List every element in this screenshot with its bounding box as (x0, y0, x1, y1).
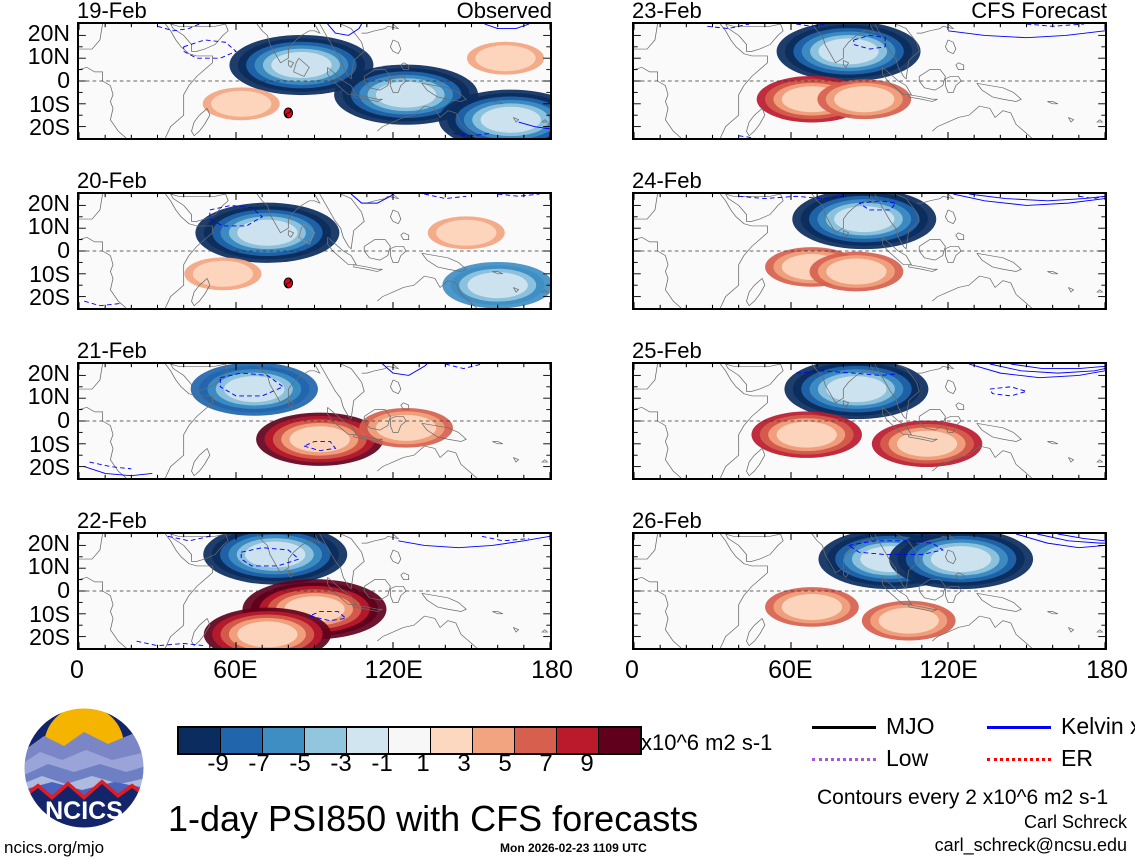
colorbar-tick-label: -1 (371, 750, 393, 777)
legend-line-swatch (987, 758, 1051, 761)
map-area (632, 532, 1107, 650)
y-tick-label: 20S (29, 624, 70, 651)
contour-interval-note: Contours every 2 x10^6 m2 s-1 (817, 786, 1109, 809)
y-tick-label: 10S (29, 260, 70, 287)
author-name: Carl Schreck (1023, 812, 1127, 832)
contour-legend: MJO Kelvin x2 Low ER (812, 713, 1135, 774)
x-tick-label: 0 (70, 656, 84, 684)
map-area (632, 362, 1107, 480)
y-tick-label: 20S (29, 454, 70, 481)
colorbar-tick-label: 7 (539, 750, 553, 777)
y-tick-label: 20N (27, 19, 70, 46)
legend-label: Kelvin x2 (1061, 713, 1135, 739)
map-area (77, 532, 552, 650)
y-tick-label: 20S (29, 114, 70, 141)
legend-label: Low (886, 745, 929, 771)
x-tick-label: 60E (768, 656, 813, 684)
panel-date-label: 21-Feb (77, 338, 147, 363)
y-tick-label: 20N (27, 189, 70, 216)
map-area (77, 362, 552, 480)
y-tick-label: 10N (27, 43, 70, 70)
colorbar-swatch (430, 728, 472, 753)
y-tick-label: 20N (27, 529, 70, 556)
map-panel-19-feb: 19-Feb Observed (77, 0, 552, 140)
map-panel-24-feb: 24-Feb (632, 170, 1107, 310)
y-tick-label: 10S (29, 430, 70, 457)
ncics-logo: NCICS (22, 706, 146, 830)
panel-date-label: 22-Feb (77, 508, 147, 533)
map-area (77, 22, 552, 140)
y-tick-label: 20S (29, 284, 70, 311)
map-panel-22-feb: 22-Feb (77, 510, 552, 650)
ncics-logo-graphic: NCICS (23, 707, 145, 829)
panel-date-label: 26-Feb (632, 508, 702, 533)
y-tick-label: 10N (27, 383, 70, 410)
x-tick-label: 60E (213, 656, 258, 684)
colorbar-swatch (514, 728, 556, 753)
map-panel-23-feb: 23-Feb CFS Forecast (632, 0, 1107, 140)
colorbar-tick-label: 3 (457, 750, 471, 777)
colorbar-swatch (472, 728, 514, 753)
x-tick-label: 180 (531, 656, 573, 684)
column-header-cfs-forecast: CFS Forecast (971, 0, 1107, 23)
map-area (632, 192, 1107, 310)
colorbar-tick-label: -3 (330, 750, 352, 777)
colorbar-swatch (556, 728, 598, 753)
colorbar-tick-label: -5 (289, 750, 311, 777)
colorbar (177, 726, 642, 755)
x-tick-label: 180 (1086, 656, 1128, 684)
generation-timestamp: Mon 2026-02-23 1109 UTC (500, 841, 647, 855)
map-area (77, 192, 552, 310)
figure-title: 1-day PSI850 with CFS forecasts (168, 798, 699, 839)
panel-date-label: 23-Feb (632, 0, 702, 23)
colorbar-units-label: x10^6 m2 s-1 (641, 730, 773, 755)
y-tick-label: 0 (57, 407, 70, 433)
y-tick-label: 0 (57, 577, 70, 603)
site-url: ncics.org/mjo (4, 838, 105, 857)
y-tick-label: 10N (27, 213, 70, 240)
y-tick-label: 10S (29, 600, 70, 627)
legend-line-swatch (812, 726, 876, 729)
map-panel-25-feb: 25-Feb (632, 340, 1107, 480)
author-email: carl_schreck@ncsu.edu (934, 835, 1127, 855)
colorbar-tick-label: 1 (416, 750, 430, 777)
colorbar-tick-labels: -9 -7 -5 -3 -1 1 3 5 7 9 (177, 752, 628, 780)
colorbar-tick-label: -7 (248, 750, 270, 777)
panel-date-label: 19-Feb (77, 0, 147, 23)
colorbar-swatch (179, 728, 220, 753)
y-tick-label: 0 (57, 237, 70, 263)
legend-line-swatch (812, 758, 876, 761)
x-tick-label: 0 (625, 656, 639, 684)
panel-date-label: 24-Feb (632, 168, 702, 193)
colorbar-swatch (220, 728, 262, 753)
legend-line-swatch (987, 726, 1051, 729)
colorbar-tick-label: -9 (207, 750, 229, 777)
map-panel-26-feb: 26-Feb (632, 510, 1107, 650)
legend-label: MJO (886, 713, 935, 739)
map-panel-20-feb: 20-Feb (77, 170, 552, 310)
colorbar-swatch (598, 728, 640, 753)
panel-date-label: 20-Feb (77, 168, 147, 193)
y-tick-label: 10S (29, 90, 70, 117)
logo-label: NCICS (45, 797, 123, 825)
map-area (632, 22, 1107, 140)
y-tick-label: 10N (27, 553, 70, 580)
panel-date-label: 25-Feb (632, 338, 702, 363)
colorbar-swatch (304, 728, 346, 753)
y-tick-label: 20N (27, 359, 70, 386)
colorbar-swatch (388, 728, 430, 753)
x-tick-label: 120E (364, 656, 423, 684)
colorbar-tick-label: 9 (580, 750, 594, 777)
colorbar-swatch (262, 728, 304, 753)
y-tick-label: 0 (57, 67, 70, 93)
colorbar-swatch (346, 728, 388, 753)
column-header-observed: Observed (456, 0, 552, 23)
x-tick-label: 120E (919, 656, 978, 684)
legend-label: ER (1061, 745, 1093, 771)
colorbar-tick-label: 5 (498, 750, 512, 777)
map-panel-21-feb: 21-Feb (77, 340, 552, 480)
